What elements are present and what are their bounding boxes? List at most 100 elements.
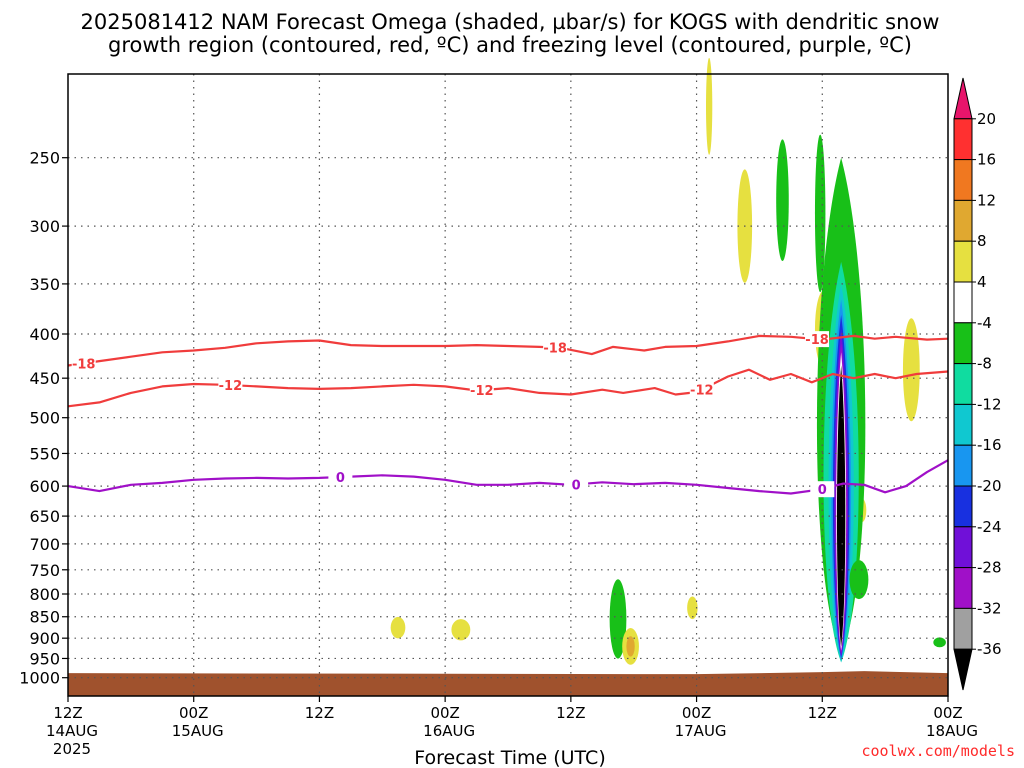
- plot-frame: [67, 73, 949, 697]
- y-tick-label: 750: [29, 561, 60, 580]
- temperature-contours: -18 -18 -18 -12 -12 -12 0 0 0: [67, 331, 949, 498]
- x-tick-label: 12Z: [305, 704, 334, 722]
- colorbar-cap-bottom: [953, 648, 973, 691]
- omega-blob: [687, 596, 698, 620]
- omega-blob: [849, 560, 869, 600]
- colorbar-segment: [953, 281, 973, 324]
- x-tick-label: 00Z: [682, 704, 711, 722]
- colorbar-segment: [953, 444, 973, 487]
- contour-label: -18: [72, 357, 96, 372]
- x-tick-date: 15AUG: [172, 722, 224, 740]
- colorbar-segment: [953, 567, 973, 609]
- chart-title-line-2: growth region (contoured, red, ºC) and f…: [108, 33, 912, 57]
- colorbar-tick-label: -16: [977, 436, 1002, 454]
- contour-label: 0: [818, 483, 827, 498]
- colorbar-tick-label: 8: [977, 232, 987, 250]
- omega-blob: [390, 616, 406, 639]
- x-tick-date: 14AUG: [46, 722, 98, 740]
- colorbar-cap-top: [953, 77, 973, 120]
- omega-shading: [390, 57, 946, 665]
- contour-label: 0: [336, 471, 345, 486]
- x-tick-label: 00Z: [430, 704, 459, 722]
- omega-column: [836, 365, 846, 647]
- contour-label-bg: [805, 331, 830, 348]
- colorbar-segment: [953, 607, 973, 650]
- colorbar-segment: [953, 485, 973, 528]
- y-tick-label: 650: [29, 507, 60, 526]
- contour-label-bg: [469, 382, 494, 399]
- x-tick-year: 2025: [53, 740, 91, 758]
- y-tick-label: 550: [29, 444, 60, 463]
- contour-line: [67, 459, 949, 495]
- x-tick-label: 12Z: [556, 704, 585, 722]
- y-tick-label: 400: [29, 325, 60, 344]
- chart-title-line-1: 2025081412 NAM Forecast Omega (shaded, µ…: [81, 10, 940, 34]
- y-tick-label: 450: [29, 369, 60, 388]
- x-tick-date: 16AUG: [423, 722, 475, 740]
- contour-label-bg: [218, 377, 243, 394]
- x-tick-label: 12Z: [53, 704, 82, 722]
- colorbar: 20 16 12 8 4 -4 -8 -12 -16 -20 -24 -28 -32 -36: [953, 77, 1002, 691]
- y-tick-label: 850: [29, 608, 60, 627]
- terrain: [68, 671, 948, 696]
- contour-label-bg: [689, 381, 714, 398]
- y-tick-label: 350: [29, 275, 60, 294]
- credit-text: coolwx.com/models: [861, 742, 1015, 760]
- omega-blob: [706, 57, 713, 155]
- y-tick-label: 600: [29, 477, 60, 496]
- colorbar-tick-label: 12: [977, 191, 996, 209]
- contour-line: [67, 368, 949, 408]
- omega-blob: [626, 636, 635, 657]
- y-tick-label: 300: [29, 217, 60, 236]
- y-tick-label: 1000: [19, 669, 60, 688]
- colorbar-segment: [953, 199, 973, 242]
- contour-label: -12: [219, 379, 243, 394]
- colorbar-segment: [953, 526, 973, 569]
- contour-label: -12: [690, 384, 714, 399]
- colorbar-segment: [953, 118, 973, 161]
- omega-blob: [776, 139, 789, 262]
- y-tick-label: 900: [29, 629, 60, 648]
- y-axis: 250 300 350 400 450 500 550 600 650 700 750 800 850 9…: [19, 149, 68, 688]
- colorbar-segment: [953, 403, 973, 446]
- colorbar-tick-label: -36: [977, 640, 1002, 658]
- y-tick-label: 700: [29, 535, 60, 554]
- colorbar-tick-label: -20: [977, 477, 1002, 495]
- contour-label: -18: [805, 333, 829, 348]
- omega-blob: [902, 318, 920, 422]
- colorbar-tick-label: -24: [977, 518, 1002, 536]
- colorbar-segment: [953, 240, 973, 283]
- y-tick-label: 500: [29, 409, 60, 428]
- colorbar-segment: [953, 363, 973, 405]
- colorbar-tick-label: -4: [977, 314, 992, 332]
- contour-label: 0: [572, 478, 581, 493]
- omega-blob: [609, 579, 627, 659]
- colorbar-segment: [953, 322, 973, 365]
- y-tick-label: 250: [29, 149, 60, 168]
- colorbar-tick-label: 16: [977, 151, 996, 169]
- colorbar-tick-label: -28: [977, 559, 1002, 577]
- x-tick-date: 18AUG: [926, 722, 978, 740]
- colorbar-tick-label: 4: [977, 273, 987, 291]
- terrain-fill: [68, 671, 948, 696]
- contour-label-bg: [810, 481, 835, 498]
- x-axis-label: Forecast Time (UTC): [414, 747, 605, 768]
- contour-label-bg: [328, 469, 353, 486]
- contour-label: -18: [543, 342, 567, 357]
- colorbar-tick-label: 20: [977, 110, 996, 128]
- colorbar-segment: [953, 159, 973, 201]
- omega-blob: [451, 619, 471, 641]
- y-tick-label: 950: [29, 649, 60, 668]
- x-tick-date: 17AUG: [675, 722, 727, 740]
- y-tick-label: 800: [29, 585, 60, 604]
- colorbar-tick-label: -32: [977, 599, 1002, 617]
- chart-title: 2025081412 NAM Forecast Omega (shaded, µ…: [81, 10, 940, 57]
- colorbar-tick-label: -12: [977, 395, 1002, 413]
- x-tick-label: 00Z: [933, 704, 962, 722]
- colorbar-tick-label: -8: [977, 355, 992, 373]
- x-tick-label: 00Z: [179, 704, 208, 722]
- contour-label: -12: [470, 384, 494, 399]
- x-tick-label: 12Z: [808, 704, 837, 722]
